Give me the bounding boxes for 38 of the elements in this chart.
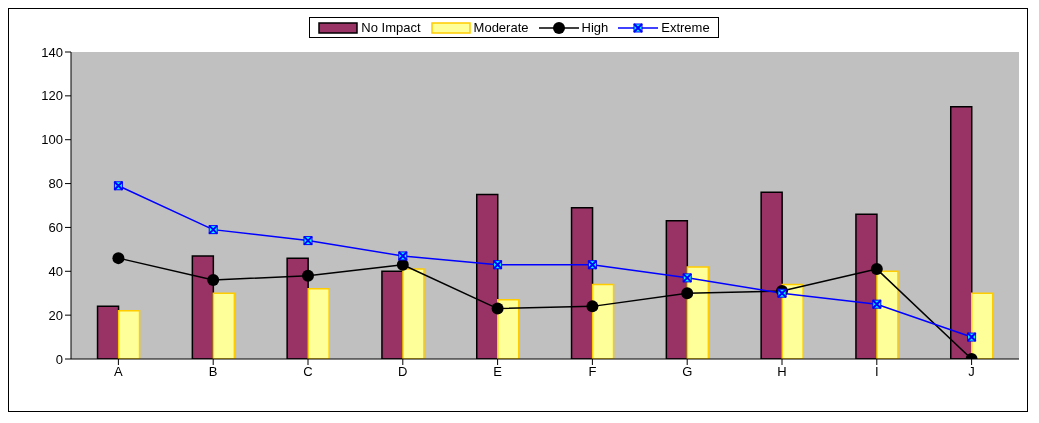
y-tick-label: 20 <box>48 307 63 323</box>
y-tick-label: 0 <box>55 351 63 367</box>
y-tick-label: 60 <box>48 220 63 236</box>
y-tick-label: 100 <box>41 132 63 148</box>
x-tick-label: D <box>398 364 408 380</box>
x-tick-label: F <box>588 364 597 380</box>
legend-label: No Impact <box>361 20 421 35</box>
bar <box>496 299 520 359</box>
x-tick-label: H <box>777 364 787 380</box>
y-tick-label: 120 <box>41 88 63 104</box>
point <box>302 269 314 282</box>
bar <box>212 292 236 359</box>
legend-label: Moderate <box>473 20 529 35</box>
y-tick-label: 40 <box>48 263 63 279</box>
y-tick-label: 140 <box>41 44 63 60</box>
bar <box>781 283 804 359</box>
point <box>586 300 599 313</box>
x-tick-label: A <box>114 364 124 380</box>
point <box>870 263 883 276</box>
bar <box>402 268 425 359</box>
legend-label: Extreme <box>661 20 710 35</box>
point <box>207 274 220 287</box>
x-tick-label: C <box>303 364 313 380</box>
bar <box>876 270 899 359</box>
bar <box>307 288 330 359</box>
point <box>491 302 504 315</box>
bar <box>117 310 141 359</box>
y-tick-label: 80 <box>48 176 63 192</box>
x-tick-label: G <box>682 364 693 380</box>
bar <box>591 283 615 359</box>
point <box>681 287 694 300</box>
bar <box>970 292 994 359</box>
point <box>112 252 125 265</box>
x-tick-label: E <box>493 364 503 380</box>
x-tick-label: I <box>874 364 879 380</box>
legend-label: High <box>581 20 609 35</box>
x-tick-label: B <box>208 364 218 380</box>
x-tick-label: J <box>968 364 975 380</box>
